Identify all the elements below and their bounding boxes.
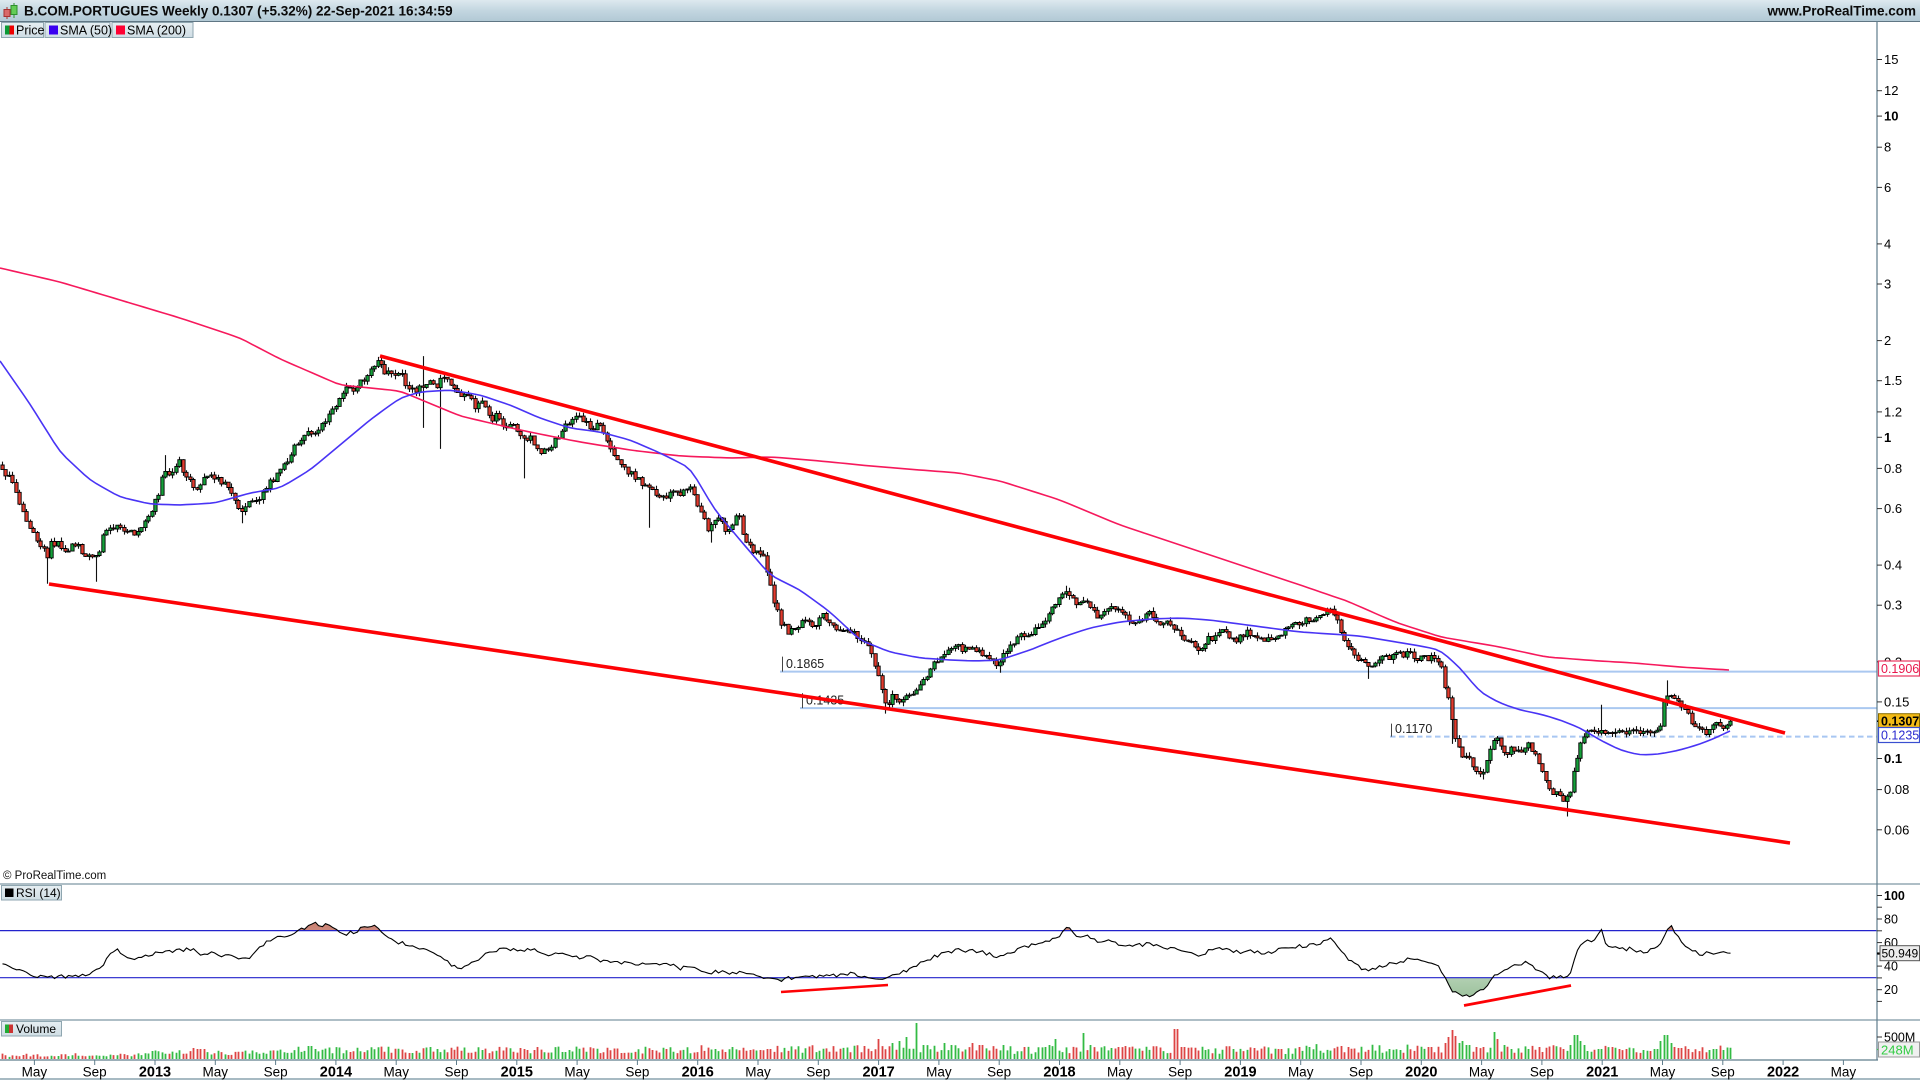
- svg-text:© ProRealTime.com: © ProRealTime.com: [3, 870, 106, 882]
- svg-text:May: May: [383, 1065, 409, 1080]
- svg-text:May: May: [203, 1065, 229, 1080]
- svg-text:0.06: 0.06: [1884, 822, 1909, 837]
- svg-text:May: May: [1107, 1065, 1133, 1080]
- svg-text:May: May: [22, 1065, 48, 1080]
- svg-text:May: May: [926, 1065, 952, 1080]
- svg-text:2014: 2014: [320, 1065, 352, 1081]
- svg-text:2020: 2020: [1405, 1065, 1437, 1081]
- svg-text:0.1906: 0.1906: [1881, 662, 1919, 676]
- svg-text:Sep: Sep: [1349, 1065, 1373, 1080]
- svg-text:Sep: Sep: [806, 1065, 830, 1080]
- svg-text:May: May: [1831, 1065, 1857, 1080]
- svg-text:2021: 2021: [1586, 1065, 1618, 1081]
- svg-text:20: 20: [1884, 983, 1898, 997]
- svg-text:100: 100: [1884, 889, 1905, 903]
- svg-text:SMA (50): SMA (50): [60, 24, 112, 38]
- svg-text:Sep: Sep: [83, 1065, 107, 1080]
- svg-text:Sep: Sep: [444, 1065, 468, 1080]
- svg-text:2015: 2015: [501, 1065, 533, 1081]
- svg-text:Volume: Volume: [16, 1022, 56, 1036]
- svg-text:2016: 2016: [682, 1065, 714, 1081]
- svg-text:500M: 500M: [1884, 1031, 1915, 1045]
- svg-text:0.1235: 0.1235: [1881, 729, 1919, 743]
- svg-text:50.949: 50.949: [1882, 947, 1919, 961]
- svg-text:Sep: Sep: [1530, 1065, 1554, 1080]
- svg-text:2017: 2017: [862, 1065, 894, 1081]
- svg-text:Sep: Sep: [264, 1065, 288, 1080]
- svg-text:6: 6: [1884, 180, 1891, 195]
- svg-text:0.3: 0.3: [1884, 598, 1902, 613]
- svg-text:Price: Price: [16, 24, 45, 38]
- svg-text:Sep: Sep: [987, 1065, 1011, 1080]
- svg-text:SMA (200): SMA (200): [127, 24, 186, 38]
- svg-text:0.08: 0.08: [1884, 782, 1909, 797]
- svg-text:4: 4: [1884, 236, 1891, 251]
- svg-text:12: 12: [1884, 83, 1898, 98]
- svg-text:0.4: 0.4: [1884, 558, 1902, 573]
- svg-text:May: May: [745, 1065, 771, 1080]
- svg-text:B.COM.PORTUGUES Weekly 0.1307: B.COM.PORTUGUES Weekly 0.1307 (+5.32%) 2…: [24, 4, 453, 19]
- svg-text:RSI (14): RSI (14): [16, 886, 61, 900]
- svg-text:1.5: 1.5: [1884, 373, 1902, 388]
- svg-text:40: 40: [1884, 960, 1898, 974]
- svg-text:10: 10: [1884, 109, 1898, 124]
- svg-text:0.6: 0.6: [1884, 501, 1902, 516]
- svg-text:248M: 248M: [1881, 1043, 1914, 1058]
- svg-text:80: 80: [1884, 913, 1898, 927]
- svg-text:Sep: Sep: [625, 1065, 649, 1080]
- svg-text:www.ProRealTime.com: www.ProRealTime.com: [1766, 4, 1916, 19]
- svg-text:2019: 2019: [1224, 1065, 1256, 1081]
- svg-text:3: 3: [1884, 277, 1891, 292]
- svg-text:2022: 2022: [1767, 1065, 1799, 1081]
- svg-text:May: May: [564, 1065, 590, 1080]
- svg-text:2018: 2018: [1043, 1065, 1075, 1081]
- svg-text:15: 15: [1884, 52, 1898, 67]
- svg-text:0.1: 0.1: [1884, 751, 1902, 766]
- svg-text:0.15: 0.15: [1884, 694, 1909, 709]
- svg-text:1.2: 1.2: [1884, 404, 1902, 419]
- svg-text:0.8: 0.8: [1884, 461, 1902, 476]
- svg-text:2: 2: [1884, 333, 1891, 348]
- svg-text:0.1307: 0.1307: [1881, 715, 1919, 729]
- svg-text:1: 1: [1884, 430, 1891, 445]
- svg-text:2013: 2013: [139, 1065, 171, 1081]
- svg-text:8: 8: [1884, 140, 1891, 155]
- svg-text:0.1865: 0.1865: [786, 657, 824, 671]
- svg-text:May: May: [1469, 1065, 1495, 1080]
- svg-text:Sep: Sep: [1711, 1065, 1735, 1080]
- svg-text:0.1170: 0.1170: [1395, 722, 1432, 736]
- svg-text:May: May: [1650, 1065, 1676, 1080]
- svg-text:Sep: Sep: [1168, 1065, 1192, 1080]
- svg-text:May: May: [1288, 1065, 1314, 1080]
